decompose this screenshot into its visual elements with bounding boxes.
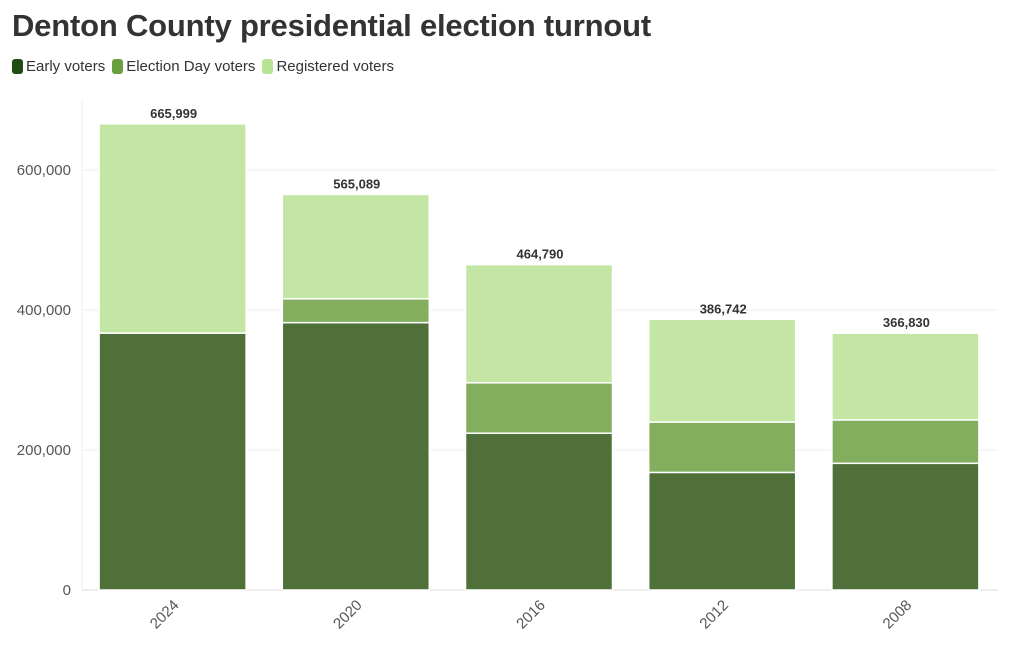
legend-swatch-registered-voters xyxy=(262,59,274,74)
bar-2012-registered-voters xyxy=(647,318,797,423)
total-label-2008: 366,830 xyxy=(883,315,930,330)
y-tick-label-200-000: 200,000 xyxy=(17,442,71,459)
bar-2020-registered-voters xyxy=(281,193,431,300)
legend-label-election-day-voters: Election Day voters xyxy=(126,58,256,75)
total-label-2020: 565,089 xyxy=(333,176,380,191)
total-label-2016: 464,790 xyxy=(517,247,564,262)
x-tick-label-2016: 2016 xyxy=(513,597,549,633)
legend-item-election-day-voters: Election Day voters xyxy=(112,58,255,75)
bar-2024-registered-voters xyxy=(98,123,247,334)
legend-label-early-voters: Early voters xyxy=(26,58,106,75)
legend-item-registered-voters: Registered voters xyxy=(262,58,394,75)
bar-2008-registered-voters xyxy=(831,332,980,421)
chart-title: Denton County presidential election turn… xyxy=(12,8,651,43)
bar-2016-election-day-voters xyxy=(464,382,614,434)
bar-2012-early-voters xyxy=(647,471,797,591)
total-label-2012: 386,742 xyxy=(700,301,747,316)
legend-item-early-voters: Early voters xyxy=(12,58,105,75)
x-tick-label-2020: 2020 xyxy=(330,597,366,633)
y-tick-label-0: 0 xyxy=(63,582,71,599)
bar-2016-early-voters xyxy=(464,432,614,591)
legend-swatch-election-day-voters xyxy=(112,59,124,74)
total-label-2024: 665,999 xyxy=(150,106,197,121)
bar-2020-election-day-voters xyxy=(281,298,431,324)
x-tick-label-2008: 2008 xyxy=(880,597,916,633)
legend-swatch-early-voters xyxy=(12,59,23,74)
x-tick-label-2024: 2024 xyxy=(147,597,183,633)
y-tick-label-600-000: 600,000 xyxy=(17,162,71,179)
legend-label-registered-voters: Registered voters xyxy=(276,58,394,75)
x-tick-label-2012: 2012 xyxy=(696,597,732,633)
bar-2020-early-voters xyxy=(281,321,431,591)
bar-2008-early-voters xyxy=(831,462,980,591)
legend: Early voters Election Day voters Registe… xyxy=(12,58,401,75)
bar-2008-election-day-voters xyxy=(831,419,980,465)
y-tick-label-400-000: 400,000 xyxy=(17,302,71,319)
bar-2024-early-voters xyxy=(98,332,247,591)
bar-2012-election-day-voters xyxy=(647,421,797,474)
bar-2016-registered-voters xyxy=(464,263,614,384)
